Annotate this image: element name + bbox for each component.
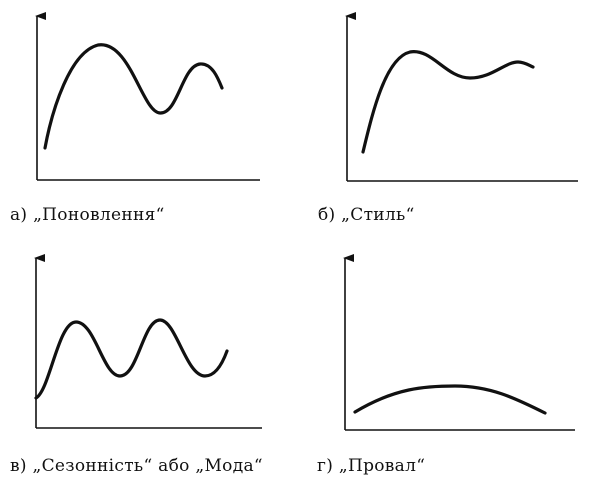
panel-c-curve	[34, 318, 229, 400]
panel-d-caption: г) „Провал“	[317, 456, 426, 476]
panel-b-style	[345, 12, 578, 182]
panel-d-curve	[353, 384, 547, 415]
panel-c-seasonality-fashion	[34, 254, 262, 429]
panel-b-caption: б) „Стиль“	[318, 205, 415, 225]
panel-c-caption: в) „Сезонність“ або „Мода“	[10, 456, 263, 476]
panel-a-caption: а) „Поновлення“	[10, 205, 165, 225]
panel-b-curve	[361, 50, 535, 154]
panel-d-failure	[343, 254, 575, 431]
panel-a-curve	[43, 43, 224, 150]
panel-a-renewal	[35, 12, 260, 181]
